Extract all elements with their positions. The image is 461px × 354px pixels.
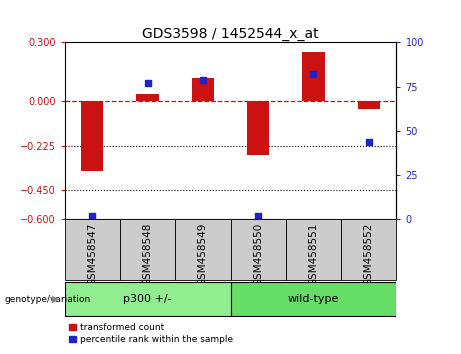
- FancyBboxPatch shape: [65, 219, 120, 280]
- Point: [365, 139, 372, 144]
- Text: p300 +/-: p300 +/-: [123, 294, 172, 304]
- Legend: transformed count, percentile rank within the sample: transformed count, percentile rank withi…: [69, 323, 233, 344]
- Title: GDS3598 / 1452544_x_at: GDS3598 / 1452544_x_at: [142, 28, 319, 41]
- FancyBboxPatch shape: [175, 219, 230, 280]
- Text: GSM458547: GSM458547: [87, 222, 97, 286]
- Bar: [192, 78, 214, 102]
- FancyBboxPatch shape: [65, 282, 230, 316]
- Point: [310, 72, 317, 77]
- Text: GSM458548: GSM458548: [142, 222, 153, 286]
- Bar: [302, 52, 325, 102]
- FancyBboxPatch shape: [286, 219, 341, 280]
- Text: GSM458549: GSM458549: [198, 222, 208, 286]
- FancyBboxPatch shape: [341, 219, 396, 280]
- Point: [199, 77, 207, 82]
- Bar: [247, 102, 269, 155]
- FancyBboxPatch shape: [120, 219, 175, 280]
- Text: GSM458552: GSM458552: [364, 222, 374, 286]
- Bar: [136, 93, 159, 102]
- Bar: [358, 102, 380, 109]
- Text: genotype/variation: genotype/variation: [5, 295, 91, 304]
- FancyBboxPatch shape: [230, 219, 286, 280]
- Point: [254, 213, 262, 219]
- Text: GSM458551: GSM458551: [308, 222, 319, 286]
- Text: ▶: ▶: [53, 294, 60, 304]
- Point: [144, 80, 151, 86]
- Bar: [81, 102, 103, 171]
- Point: [89, 213, 96, 219]
- FancyBboxPatch shape: [230, 282, 396, 316]
- Text: GSM458550: GSM458550: [253, 222, 263, 286]
- Text: wild-type: wild-type: [288, 294, 339, 304]
